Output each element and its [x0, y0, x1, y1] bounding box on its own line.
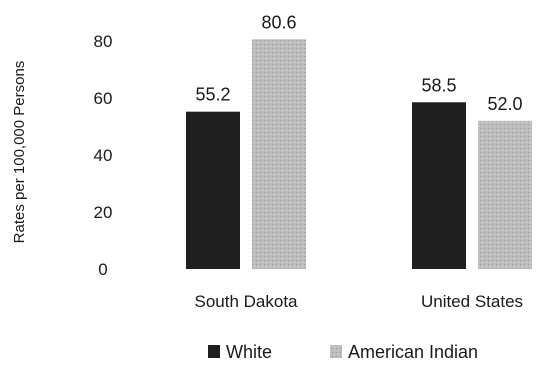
bar-american-indian-united-states	[478, 120, 532, 269]
value-labels-group: 55.2 80.6 58.5 52.0	[195, 12, 522, 114]
data-label: 52.0	[487, 94, 522, 114]
legend-label-white: White	[226, 342, 272, 362]
legend-swatch-white	[208, 345, 220, 358]
y-tick-label: 60	[94, 89, 113, 108]
bars-group	[186, 39, 532, 270]
bar-white-south-dakota	[186, 111, 240, 270]
bar-white-united-states	[412, 102, 466, 270]
x-category-label: United States	[421, 292, 523, 311]
legend-label-american-indian: American Indian	[348, 342, 478, 362]
legend: White American Indian	[208, 342, 478, 362]
data-label: 58.5	[421, 75, 456, 95]
y-tick-label: 20	[94, 203, 113, 222]
y-tick-label: 40	[94, 146, 113, 165]
data-label: 55.2	[195, 85, 230, 105]
y-axis-ticks: 0 20 40 60 80	[94, 32, 113, 279]
y-axis-title: Rates per 100,000 Persons	[11, 61, 28, 244]
x-category-label: South Dakota	[194, 292, 298, 311]
x-axis-categories: South Dakota United States	[194, 292, 523, 311]
legend-swatch-american-indian	[330, 345, 342, 358]
data-label: 80.6	[261, 12, 296, 32]
bar-american-indian-south-dakota	[252, 39, 306, 269]
y-tick-label: 0	[98, 260, 107, 279]
y-tick-label: 80	[94, 32, 113, 51]
